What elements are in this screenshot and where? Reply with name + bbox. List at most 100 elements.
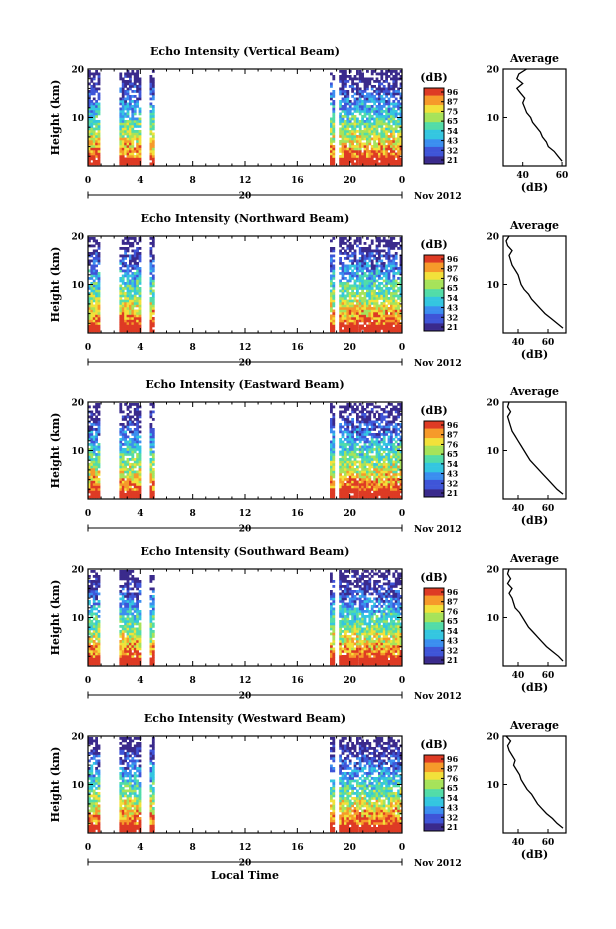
- heatmap-cell: [339, 77, 342, 81]
- heatmap-cell: [151, 443, 155, 446]
- heatmap-cell: [131, 162, 135, 166]
- heatmap-cell: [90, 135, 94, 138]
- heatmap-cell: [92, 252, 96, 255]
- heatmap-cell: [97, 102, 101, 106]
- heatmap-cell: [339, 483, 342, 486]
- heatmap-cell: [149, 322, 153, 325]
- heatmap-cell: [399, 137, 403, 141]
- heatmap-cell: [375, 297, 379, 300]
- heatmap-cell: [399, 292, 403, 295]
- heatmap-cell: [88, 140, 91, 143]
- heatmap-cell: [346, 254, 350, 258]
- heatmap-cell: [380, 324, 384, 328]
- heatmap-cell: [149, 254, 153, 258]
- colorbar-title: (dB): [420, 238, 447, 251]
- heatmap-cell: [129, 647, 132, 651]
- colorbar-tick-label: 43: [447, 136, 459, 146]
- heatmap-cell: [392, 463, 396, 466]
- heatmap-cell: [95, 637, 98, 641]
- heatmap-cell: [339, 237, 342, 240]
- heatmap-cell: [370, 493, 374, 496]
- heatmap-cell: [361, 473, 364, 476]
- heatmap-cell: [353, 259, 357, 263]
- heatmap-cell: [136, 262, 139, 265]
- heatmap-cell: [126, 458, 130, 461]
- heatmap-cell: [390, 314, 393, 318]
- heatmap-cell: [356, 272, 359, 275]
- colorbar-tick-label: 76: [447, 439, 459, 449]
- heatmap-cell: [119, 117, 123, 121]
- heatmap-cell: [92, 237, 96, 240]
- heatmap-cell: [399, 430, 403, 434]
- heatmap-cell: [151, 82, 155, 86]
- heatmap-cell: [378, 475, 381, 479]
- heatmap-cell: [348, 142, 352, 146]
- heatmap-cell: [136, 647, 139, 651]
- heatmap-cell: [373, 448, 376, 451]
- heatmap-cell: [136, 632, 139, 636]
- heatmap-cell: [346, 450, 350, 454]
- heatmap-cell: [129, 97, 132, 101]
- heatmap-cell: [97, 309, 101, 313]
- heatmap-cell: [361, 77, 364, 81]
- heatmap-cell: [390, 435, 393, 439]
- heatmap-cell: [366, 162, 369, 166]
- heatmap-cell: [97, 627, 101, 631]
- heatmap-cell: [351, 453, 354, 456]
- heatmap-cell: [344, 420, 347, 424]
- heatmap-cell: [356, 460, 359, 464]
- heatmap-cell: [126, 443, 130, 446]
- heatmap-cell: [339, 147, 342, 151]
- heatmap-cell: [88, 600, 91, 603]
- heatmap-cell: [124, 307, 127, 310]
- heatmap-cell: [126, 70, 130, 73]
- heatmap-cell: [119, 97, 123, 101]
- heatmap-cell: [392, 269, 396, 273]
- heatmap-cell: [356, 453, 359, 456]
- heatmap-cell: [119, 102, 123, 106]
- heatmap-cell: [133, 647, 137, 651]
- heatmap-cell: [136, 480, 139, 484]
- heatmap-cell: [129, 592, 132, 596]
- heatmap-cell: [344, 80, 347, 83]
- heatmap-cell: [126, 122, 130, 126]
- heatmap-cell: [390, 284, 393, 288]
- heatmap-cell: [330, 254, 333, 258]
- heatmap-cell: [385, 329, 388, 333]
- heatmap-cell: [346, 107, 350, 111]
- heatmap-cell: [387, 440, 391, 444]
- average-x-label: (dB): [521, 181, 548, 194]
- heatmap-cell: [121, 135, 125, 138]
- heatmap-cell: [129, 322, 132, 325]
- heatmap-cell: [380, 294, 384, 298]
- heatmap-cell: [339, 410, 342, 414]
- heatmap-cell: [129, 607, 132, 611]
- heatmap-cell: [92, 640, 96, 643]
- heatmap-cell: [121, 107, 125, 111]
- heatmap-cell: [358, 292, 362, 295]
- heatmap-cell: [363, 478, 367, 481]
- heatmap-cell: [356, 470, 359, 474]
- heatmap-cell: [363, 312, 367, 315]
- heatmap-cell: [332, 309, 336, 313]
- heatmap-cell: [344, 307, 347, 310]
- heatmap-cell: [131, 242, 135, 245]
- heatmap-cell: [353, 110, 357, 113]
- heatmap-cell: [90, 610, 94, 613]
- heatmap-cell: [385, 160, 388, 163]
- heatmap-cell: [92, 617, 96, 621]
- heatmap-cell: [366, 483, 369, 486]
- heatmap-cell: [121, 112, 125, 116]
- heatmap-cell: [399, 97, 403, 101]
- heatmap-cell: [138, 292, 142, 295]
- heatmap-cell: [95, 107, 98, 111]
- heatmap-cell: [370, 284, 374, 288]
- heatmap-cell: [129, 610, 132, 613]
- heatmap-cell: [124, 575, 127, 578]
- heatmap-cell: [351, 478, 354, 481]
- heatmap-cell: [126, 125, 130, 128]
- heatmap-cell: [126, 127, 130, 131]
- heatmap-cell: [330, 418, 333, 421]
- heatmap-cell: [353, 448, 357, 451]
- heatmap-cell: [366, 264, 369, 268]
